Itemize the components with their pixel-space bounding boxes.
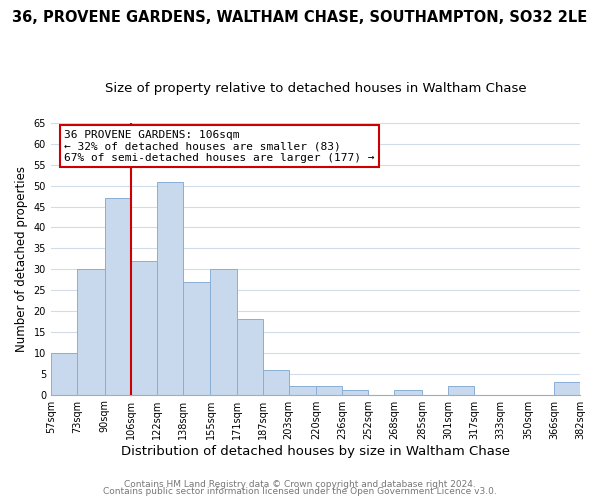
Bar bbox=[394, 390, 422, 394]
Bar bbox=[263, 370, 289, 394]
Title: Size of property relative to detached houses in Waltham Chase: Size of property relative to detached ho… bbox=[104, 82, 526, 96]
X-axis label: Distribution of detached houses by size in Waltham Chase: Distribution of detached houses by size … bbox=[121, 444, 510, 458]
Text: 36, PROVENE GARDENS, WALTHAM CHASE, SOUTHAMPTON, SO32 2LE: 36, PROVENE GARDENS, WALTHAM CHASE, SOUT… bbox=[13, 10, 587, 25]
Bar bbox=[77, 270, 104, 394]
Text: Contains HM Land Registry data © Crown copyright and database right 2024.: Contains HM Land Registry data © Crown c… bbox=[124, 480, 476, 489]
Y-axis label: Number of detached properties: Number of detached properties bbox=[15, 166, 28, 352]
Bar bbox=[183, 282, 211, 395]
Bar bbox=[448, 386, 474, 394]
Bar bbox=[131, 261, 157, 394]
Bar bbox=[104, 198, 131, 394]
Bar bbox=[211, 270, 236, 394]
Bar bbox=[51, 353, 77, 395]
Bar bbox=[289, 386, 316, 394]
Bar bbox=[554, 382, 580, 394]
Bar bbox=[343, 390, 368, 394]
Text: 36 PROVENE GARDENS: 106sqm
← 32% of detached houses are smaller (83)
67% of semi: 36 PROVENE GARDENS: 106sqm ← 32% of deta… bbox=[64, 130, 374, 163]
Bar bbox=[316, 386, 343, 394]
Text: Contains public sector information licensed under the Open Government Licence v3: Contains public sector information licen… bbox=[103, 487, 497, 496]
Bar bbox=[157, 182, 183, 394]
Bar bbox=[236, 320, 263, 394]
